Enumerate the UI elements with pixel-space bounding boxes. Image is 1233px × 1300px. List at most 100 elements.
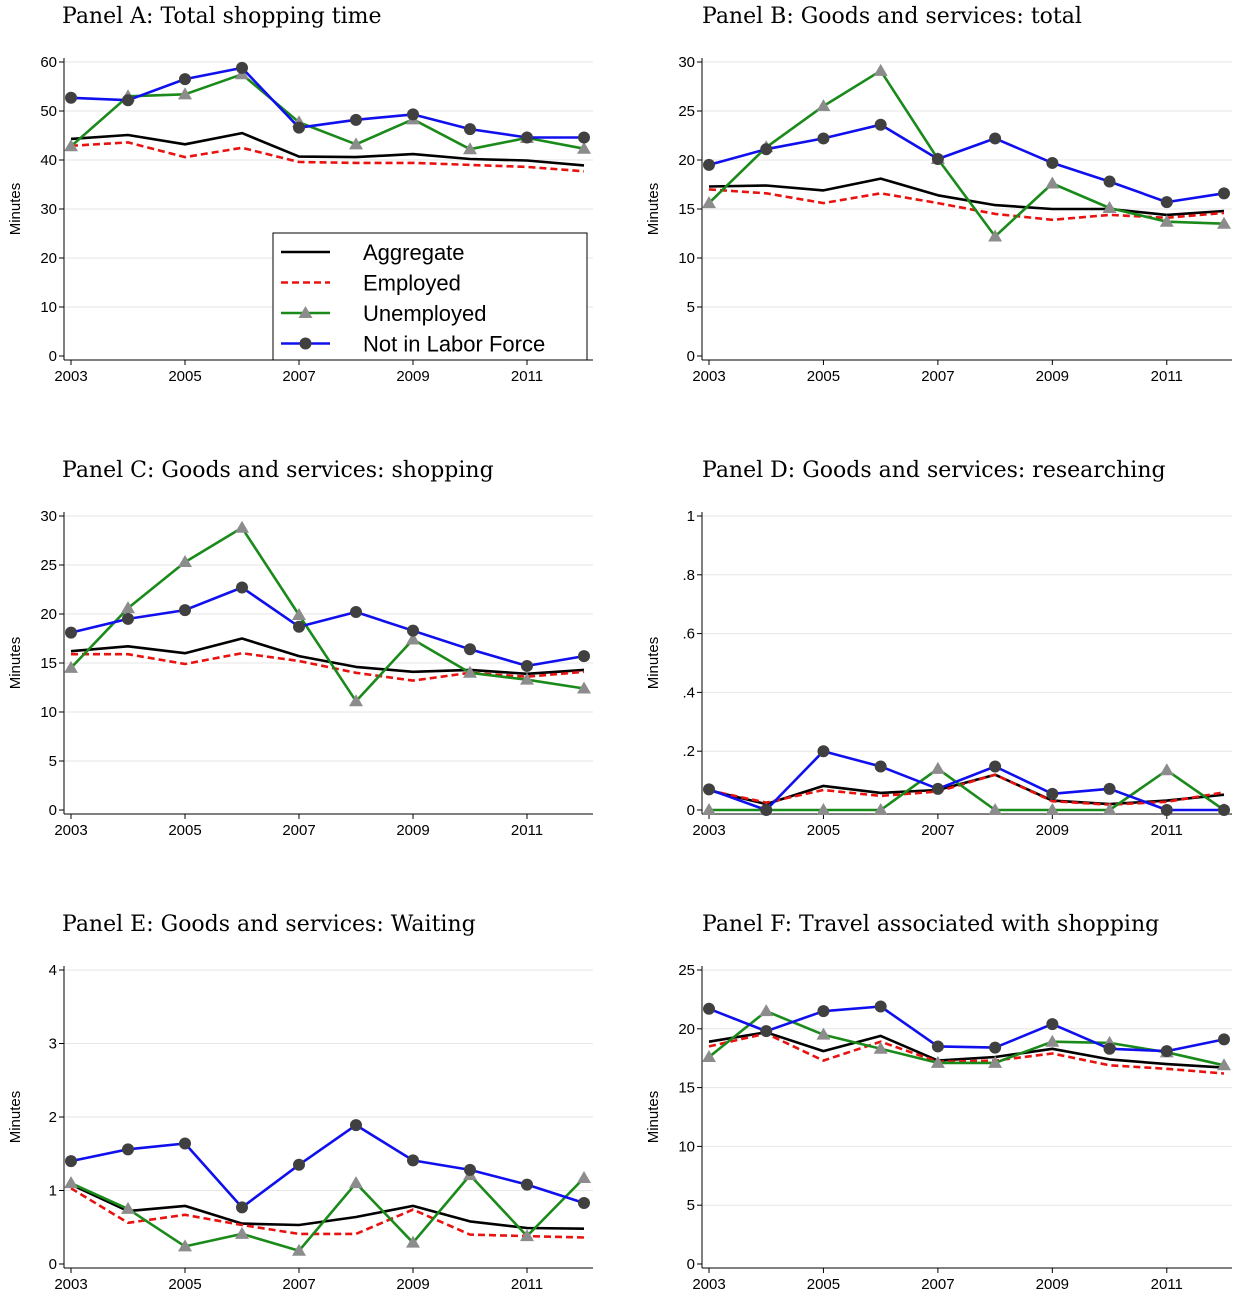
panel-d-nilf-point [703, 783, 715, 796]
panel-c-unemployed-point [178, 555, 192, 568]
panel-d-x-tick-label: 2011 [1151, 822, 1183, 839]
panel-c-x-tick-label: 2007 [282, 822, 315, 839]
panel-b-unemployed-point [702, 196, 716, 209]
panel-a-plot: 0 10 20 30 40 50 60 2003 2005 2007 2009 2011 Minutes [7, 54, 593, 385]
panel-b-y-tick-label: 30 [678, 54, 695, 71]
panel-d-nilf-point [1046, 787, 1059, 800]
panel-a-nilf-point [464, 123, 476, 136]
panel-b-nilf-point [1160, 196, 1173, 209]
panel-a-series-unemployed-line [70, 73, 585, 151]
panel-b-nilf-point [1218, 187, 1230, 200]
panel-d-title: Panel D: Goods and services: researching [702, 458, 1166, 483]
panel-b-y-tick-label: 0 [687, 348, 695, 365]
panel-e-unemployed-point [292, 1243, 306, 1256]
panel-a-y-tick-label: 0 [49, 348, 57, 365]
panel-c-unemployed-point [349, 694, 363, 707]
panel-a-nilf-point [407, 108, 419, 121]
legend-employed-label: Employed [363, 271, 461, 296]
panel-f-nilf-point [1160, 1045, 1173, 1058]
panel-f-plot: 0 5 10 15 20 25 2003 2005 2007 2009 2011 Minutes [645, 962, 1232, 1293]
panel-f-y-tick-label: 0 [687, 1256, 695, 1273]
panel-a-x-tick-label: 2007 [282, 368, 315, 385]
panel-b-x-tick-label: 2009 [1036, 368, 1069, 385]
panel-c-y-axis-label: Minutes [7, 637, 24, 690]
panel-a-y-tick-label: 30 [40, 201, 57, 218]
panel-e-y-tick-label: 2 [49, 1109, 57, 1126]
panel-d-series-nilf-line [708, 749, 1224, 812]
panel-c-y-tick-label: 25 [40, 557, 57, 574]
legend-nilf-marker [299, 337, 312, 350]
legend-aggregate-label: Aggregate [363, 240, 465, 265]
panel-f-nilf-point [1103, 1042, 1116, 1055]
panel-f-unemployed-point [873, 1041, 888, 1054]
panel-c-y-tick-label: 10 [40, 704, 57, 721]
panel-d-series-employed-line [708, 773, 1225, 807]
panel-e-series-aggregate-line [70, 1183, 585, 1230]
panel-a-y-tick-label: 10 [40, 299, 57, 316]
panel-f-y-tick-label: 10 [678, 1138, 695, 1155]
panel-c-nilf-point [179, 604, 191, 617]
panel-d-x-tick-label: 2003 [692, 822, 725, 839]
panel-f-unemployed-point [1045, 1034, 1060, 1047]
panel-e-nilf-point [236, 1201, 248, 1214]
panel-f-nilf-point [931, 1040, 944, 1053]
panel-b-y-tick-label: 25 [678, 103, 695, 120]
panel-e-x-tick-label: 2009 [396, 1276, 429, 1293]
panel-e-nilf-point [293, 1158, 305, 1171]
panel-f-nilf-point [874, 1000, 887, 1013]
panel-a-x-tick-label: 2011 [511, 368, 543, 385]
panel-b-y-tick-label: 20 [678, 152, 695, 169]
panel-b-y-tick-label: 5 [687, 299, 695, 316]
panel-f-x-tick-label: 2011 [1151, 1276, 1183, 1293]
panel-c-series-nilf-line [70, 586, 585, 668]
panel-a-nilf-point [65, 91, 77, 104]
panel-d-y-tick-label: 0 [687, 802, 695, 819]
panel-a-unemployed-point [349, 137, 363, 150]
panel-c-y-tick-label: 0 [49, 802, 57, 819]
panel-f-unemployed-point [759, 1004, 774, 1017]
panel-c-x-tick-label: 2009 [396, 822, 429, 839]
panel-c-nilf-point [236, 581, 248, 594]
panel-e-series-nilf-line [70, 1123, 585, 1209]
panel-a-nilf-point [521, 131, 533, 144]
panel-f-x-tick-label: 2007 [921, 1276, 954, 1293]
panel-c-nilf-point [578, 650, 590, 663]
panel-b-y-tick-label: 15 [678, 201, 695, 218]
panel-b-title: Panel B: Goods and services: total [702, 4, 1082, 29]
panel-e-y-tick-label: 1 [49, 1183, 57, 1200]
panel-a-y-axis-label: Minutes [7, 183, 24, 236]
panel-a-unemployed-point [463, 142, 477, 155]
panel-d-y-tick-label: 1 [687, 508, 695, 525]
panel-b-unemployed-point [1159, 214, 1174, 227]
panel-f-series-nilf-line [708, 1005, 1225, 1053]
panel-d-unemployed-point [816, 803, 831, 815]
panel-f-series-aggregate-line [708, 1031, 1225, 1069]
panel-e-x-tick-label: 2003 [54, 1276, 87, 1293]
panel-e-nilf-point [407, 1154, 419, 1167]
panel-f-x-tick-label: 2009 [1036, 1276, 1069, 1293]
panel-c-y-tick-label: 30 [40, 508, 57, 525]
panel-a-x-tick-label: 2003 [54, 368, 87, 385]
panel-a-y-tick-label: 60 [40, 54, 57, 71]
panel-b-x-tick-label: 2011 [1151, 368, 1183, 385]
panel-e-nilf-point [350, 1119, 362, 1132]
panel-c-unemployed-point [406, 632, 420, 645]
panel-d-unemployed-point [873, 803, 888, 815]
legend-unemployed-label: Unemployed [363, 301, 487, 326]
panel-a-nilf-point [122, 94, 134, 107]
panel-a-x-tick-label: 2009 [396, 368, 429, 385]
panel-b-unemployed-point [816, 99, 831, 112]
panel-e-unemployed-point [121, 1201, 135, 1214]
panel-a-series-aggregate-line [70, 131, 585, 167]
panel-f-series-unemployed-line [708, 1009, 1225, 1067]
panel-c-nilf-point [122, 612, 134, 625]
panel-c-series-employed-line [71, 651, 585, 682]
panel-d-unemployed-point [988, 803, 1003, 815]
panel-a-y-tick-label: 20 [40, 250, 57, 267]
panel-d-nilf-point [874, 760, 887, 773]
panel-b-x-tick-label: 2003 [692, 368, 725, 385]
panel-d-y-tick-label: .6 [682, 626, 695, 643]
panel-c-nilf-point [350, 606, 362, 619]
panel-e-nilf-point [521, 1178, 533, 1191]
panel-f-series-employed-line [708, 1032, 1225, 1075]
